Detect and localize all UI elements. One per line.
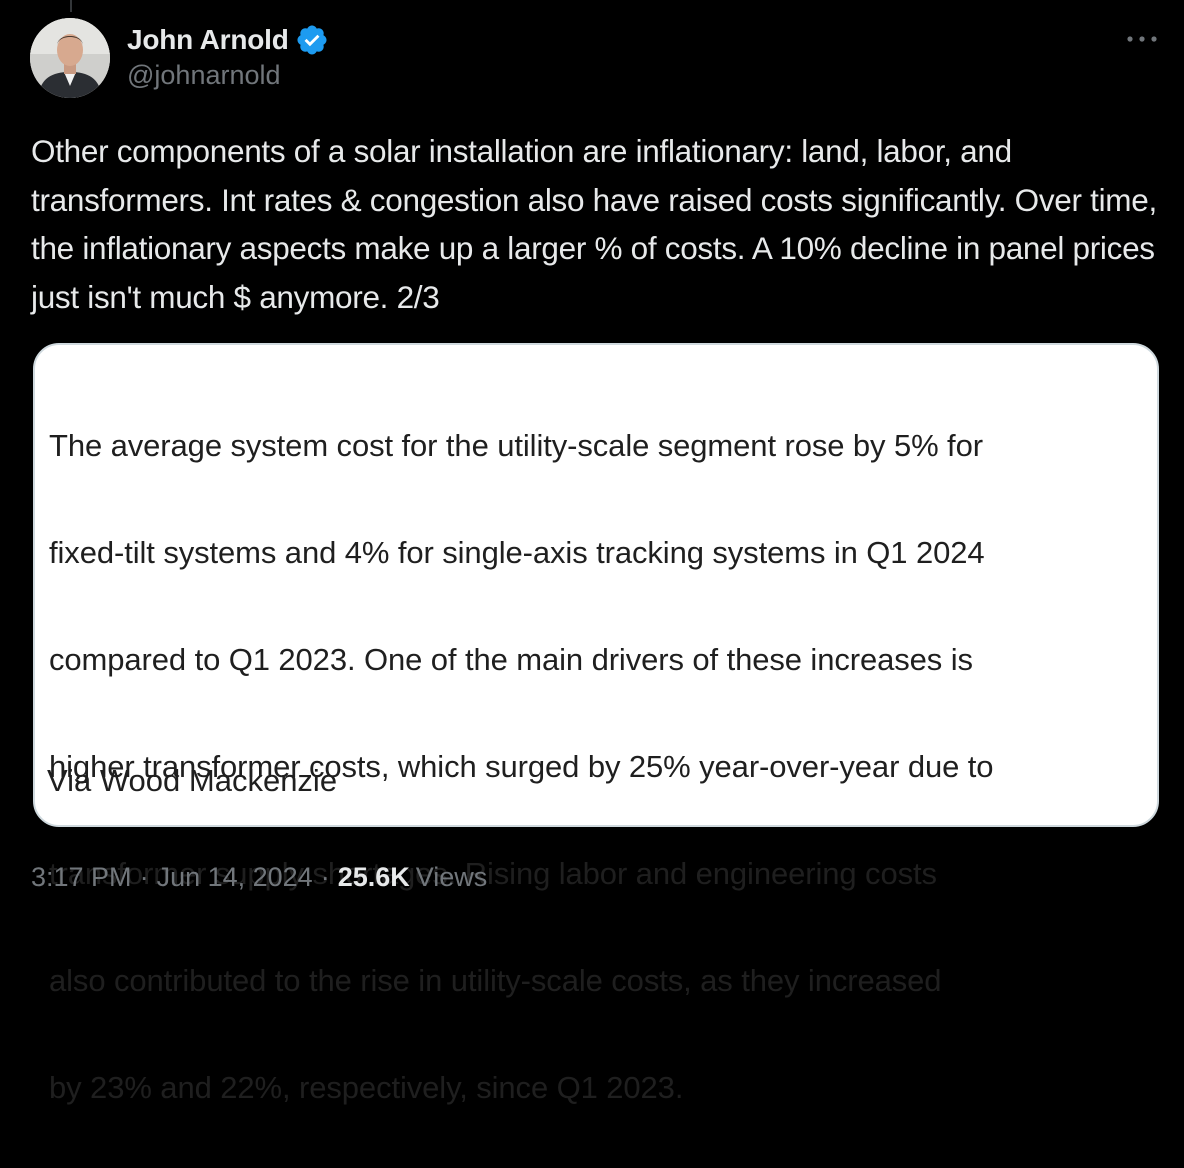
separator: ·	[139, 862, 149, 892]
more-horizontal-icon	[1127, 36, 1157, 42]
author-handle[interactable]: @johnarnold	[127, 60, 281, 90]
quote-line: transformer supply shortages. Rising lab…	[49, 855, 937, 891]
views-label: Views	[415, 862, 488, 892]
tweet-metadata: 3:17 PM · Jun 14, 2024 · 25.6K Views	[31, 862, 487, 893]
quote-line: fixed-tilt systems and 4% for single-axi…	[49, 534, 985, 570]
quote-line: compared to Q1 2023. One of the main dri…	[49, 641, 973, 677]
views-count: 25.6K	[337, 862, 410, 892]
attached-image-card[interactable]: The average system cost for the utility-…	[33, 343, 1159, 1105]
tweet-time[interactable]: 3:17 PM	[31, 862, 132, 892]
separator: ·	[320, 862, 330, 892]
more-options-button[interactable]	[1122, 26, 1162, 52]
quote-line: by 23% and 22%, respectively, since Q1 2…	[49, 1069, 684, 1105]
avatar-photo	[30, 18, 110, 98]
quote-line: The average system cost for the utility-…	[49, 427, 983, 463]
verified-badge-icon	[295, 23, 329, 57]
quote-line: also contributed to the rise in utility-…	[49, 962, 942, 998]
tweet-date[interactable]: Jun 14, 2024	[156, 862, 313, 892]
author-row: John Arnold	[127, 20, 329, 60]
thread-connector-line	[70, 0, 72, 12]
quote-source: Via Wood Mackenzie	[47, 763, 338, 798]
quote-line: higher transformer costs, which surged b…	[49, 748, 994, 784]
display-name[interactable]: John Arnold	[127, 24, 289, 55]
avatar[interactable]	[30, 18, 110, 98]
tweet-text: Other components of a solar installation…	[31, 133, 1157, 315]
